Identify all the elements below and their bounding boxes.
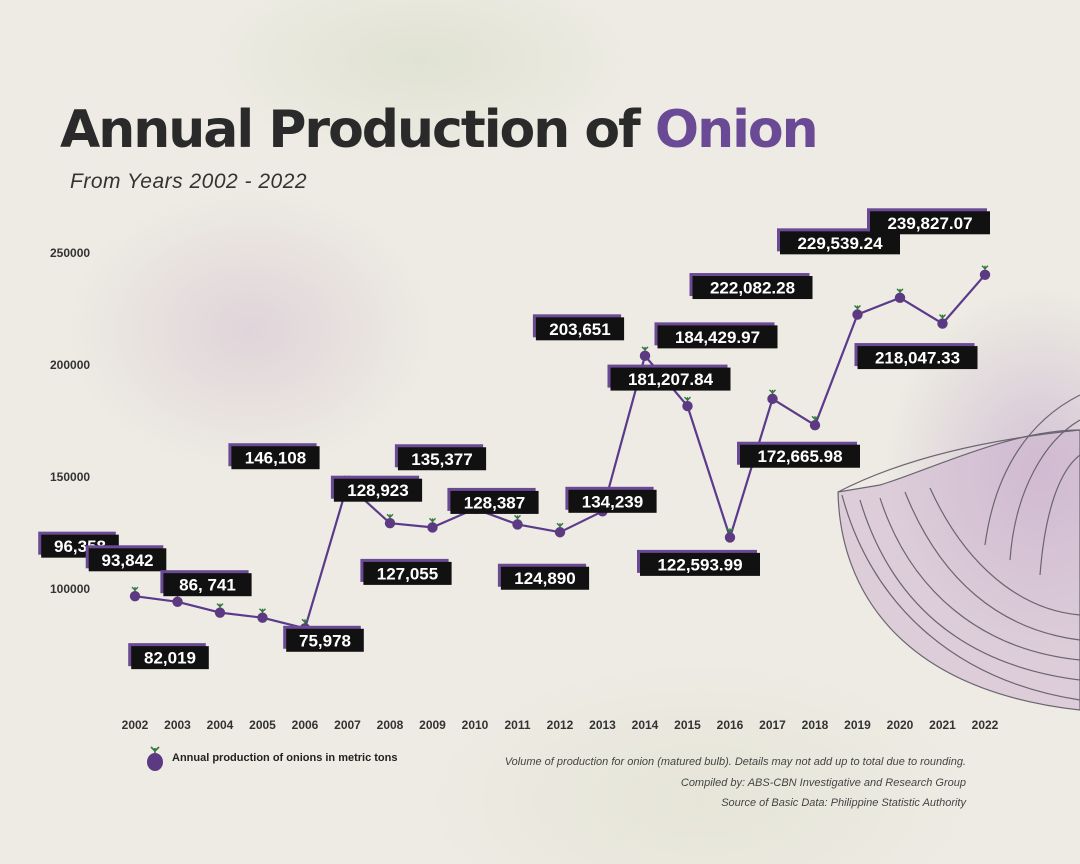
data-point xyxy=(554,522,566,538)
data-label-text: 127,055 xyxy=(377,564,438,583)
x-tick-label: 2006 xyxy=(292,718,319,732)
data-label: 128,387 xyxy=(447,487,539,514)
x-tick-label: 2022 xyxy=(972,718,999,732)
data-point xyxy=(682,396,693,412)
data-point xyxy=(979,265,991,280)
data-label-text: 239,827.07 xyxy=(887,214,972,233)
data-label: 222,082.28 xyxy=(689,273,813,300)
x-tick-label: 2019 xyxy=(844,718,871,732)
data-label: 135,377 xyxy=(394,444,487,471)
data-point xyxy=(427,517,438,533)
data-label-text: 229,539.24 xyxy=(797,234,883,253)
data-label: 127,055 xyxy=(360,558,452,585)
data-label-text: 124,890 xyxy=(514,569,575,588)
data-point xyxy=(809,415,821,431)
x-tick-label: 2020 xyxy=(887,718,914,732)
y-tick-label: 250000 xyxy=(50,246,90,260)
data-label: 184,429.97 xyxy=(654,322,778,349)
y-tick-label: 150000 xyxy=(50,470,90,484)
x-tick-label: 2008 xyxy=(377,718,404,732)
x-tick-label: 2012 xyxy=(547,718,574,732)
data-label: 82,019 xyxy=(128,643,209,670)
y-tick-label: 200000 xyxy=(50,358,90,372)
title-main: Annual Production of xyxy=(60,100,641,160)
data-point xyxy=(512,514,523,530)
data-point xyxy=(852,305,863,320)
data-point xyxy=(767,389,778,405)
footnotes: Volume of production for onion (matured … xyxy=(505,752,966,814)
data-label: 181,207.84 xyxy=(607,364,731,391)
y-axis: 100000 150000 200000 250000 xyxy=(50,246,90,596)
data-label: 128,923 xyxy=(330,475,423,502)
x-tick-label: 2011 xyxy=(504,718,530,732)
data-point xyxy=(214,603,226,618)
data-label: 172,665.98 xyxy=(737,441,860,468)
data-label: 218,047.33 xyxy=(854,343,978,370)
x-tick-label: 2007 xyxy=(334,718,361,732)
title-accent: Onion xyxy=(654,100,819,160)
data-label: 239,827.07 xyxy=(867,208,990,235)
legend: Annual production of onions in metric to… xyxy=(144,744,398,772)
data-point xyxy=(129,586,141,602)
data-label-text: 86, 741 xyxy=(179,576,236,595)
data-point xyxy=(257,608,268,623)
x-tick-label: 2014 xyxy=(632,718,659,732)
data-label-text: 75,978 xyxy=(299,631,351,650)
data-label: 229,539.24 xyxy=(777,228,900,255)
y-tick-label: 100000 xyxy=(50,582,90,596)
x-tick-label: 2002 xyxy=(122,718,149,732)
data-point xyxy=(384,513,396,529)
data-point xyxy=(724,527,736,543)
data-label: 93,842 xyxy=(85,545,167,572)
data-label-text: 82,019 xyxy=(144,649,196,668)
x-tick-label: 2017 xyxy=(759,718,786,732)
data-label-text: 218,047.33 xyxy=(875,349,960,368)
data-label-text: 184,429.97 xyxy=(675,328,760,347)
data-label-text: 122,593.99 xyxy=(657,555,742,574)
data-label-text: 93,842 xyxy=(102,551,154,570)
note-source: Source of Basic Data: Philippine Statist… xyxy=(721,797,966,809)
data-label: 75,978 xyxy=(283,625,364,652)
data-point xyxy=(639,346,651,362)
x-tick-label: 2010 xyxy=(462,718,489,732)
data-label-text: 146,108 xyxy=(245,449,306,468)
x-tick-label: 2009 xyxy=(419,718,446,732)
data-label: 203,651 xyxy=(532,314,625,341)
data-point xyxy=(894,288,906,304)
subtitle: From Years 2002 - 2022 xyxy=(70,170,308,193)
data-label: 146,108 xyxy=(228,443,320,470)
onion-illustration xyxy=(837,394,1080,711)
page-title: Annual Production of Onion xyxy=(60,100,819,160)
x-tick-label: 2016 xyxy=(717,718,744,732)
data-label-text: 181,207.84 xyxy=(628,370,714,389)
data-label-text: 203,651 xyxy=(549,320,610,339)
x-tick-label: 2003 xyxy=(164,718,191,732)
data-label-text: 134,239 xyxy=(582,492,643,511)
data-point xyxy=(937,314,948,329)
data-label: 122,593.99 xyxy=(637,549,760,576)
data-label: 86, 741 xyxy=(160,570,252,597)
data-label: 134,239 xyxy=(565,486,657,513)
x-tick-label: 2004 xyxy=(207,718,234,732)
x-tick-label: 2013 xyxy=(589,718,616,732)
data-label-text: 222,082.28 xyxy=(710,279,795,298)
data-label-text: 128,923 xyxy=(347,481,408,500)
data-label-text: 135,377 xyxy=(411,450,472,469)
data-label-text: 172,665.98 xyxy=(757,447,842,466)
note-compiled-by: Compiled by: ABS-CBN Investigative and R… xyxy=(680,776,966,789)
legend-label: Annual production of onions in metric to… xyxy=(172,752,398,764)
note-rounding: Volume of production for onion (matured … xyxy=(504,756,966,768)
onion-icon xyxy=(147,746,163,771)
x-axis: 2002 2003 2004 2005 2006 2007 2008 2009 2010 2011… xyxy=(122,718,999,732)
x-tick-label: 2015 xyxy=(674,718,701,732)
data-label: 124,890 xyxy=(497,563,590,590)
x-tick-label: 2021 xyxy=(929,718,956,732)
x-tick-label: 2005 xyxy=(249,718,276,732)
x-tick-label: 2018 xyxy=(802,718,829,732)
data-label-text: 128,387 xyxy=(464,493,525,512)
